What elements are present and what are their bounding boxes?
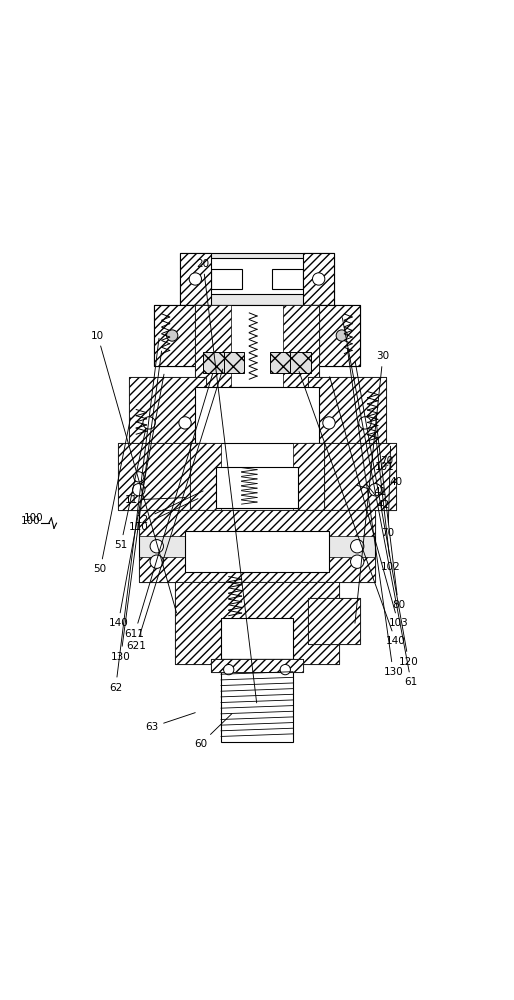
Circle shape xyxy=(150,540,163,553)
Bar xyxy=(308,443,396,510)
Bar xyxy=(180,253,211,305)
Circle shape xyxy=(280,664,290,675)
Text: 12: 12 xyxy=(136,491,203,525)
Bar xyxy=(272,269,303,289)
Bar xyxy=(175,582,339,664)
Bar xyxy=(211,659,303,672)
Bar xyxy=(185,531,329,572)
Bar xyxy=(154,305,206,366)
Text: 80: 80 xyxy=(376,416,405,610)
Text: 62: 62 xyxy=(109,338,159,693)
Text: 50: 50 xyxy=(94,418,131,574)
Bar xyxy=(200,258,314,294)
Circle shape xyxy=(323,417,335,429)
Bar xyxy=(139,510,375,536)
Text: 10: 10 xyxy=(91,331,177,613)
Bar xyxy=(293,443,324,521)
Bar xyxy=(308,598,360,644)
Text: 70: 70 xyxy=(380,456,393,467)
Circle shape xyxy=(143,417,155,429)
Bar xyxy=(211,659,303,672)
Text: 40: 40 xyxy=(389,477,402,487)
Text: 102: 102 xyxy=(376,433,400,572)
Circle shape xyxy=(134,472,144,482)
Text: 110: 110 xyxy=(129,499,198,532)
Bar xyxy=(190,443,324,521)
Circle shape xyxy=(313,273,325,285)
Bar xyxy=(211,269,242,289)
Circle shape xyxy=(359,417,371,429)
Text: 100: 100 xyxy=(24,513,43,523)
Circle shape xyxy=(150,555,163,568)
Bar xyxy=(308,305,360,366)
Text: 41: 41 xyxy=(357,485,387,497)
Bar xyxy=(128,377,206,449)
Circle shape xyxy=(133,484,145,496)
Text: 130: 130 xyxy=(347,349,403,677)
Text: 70: 70 xyxy=(381,446,395,538)
Text: 51: 51 xyxy=(114,428,146,550)
Text: 61: 61 xyxy=(342,318,418,687)
Text: 100: 100 xyxy=(21,516,41,526)
Bar xyxy=(224,352,244,373)
Bar xyxy=(139,557,375,582)
Bar xyxy=(308,377,386,449)
Text: 42: 42 xyxy=(366,484,390,510)
Bar xyxy=(190,443,221,521)
Text: 140: 140 xyxy=(299,372,406,646)
Ellipse shape xyxy=(336,330,347,341)
Bar xyxy=(128,377,206,449)
Bar xyxy=(118,443,206,510)
Ellipse shape xyxy=(167,330,178,341)
Bar xyxy=(216,467,298,508)
Text: 11: 11 xyxy=(124,495,185,505)
Bar xyxy=(308,598,360,644)
Bar xyxy=(221,618,293,659)
Bar xyxy=(203,352,224,373)
Text: 611: 611 xyxy=(125,374,212,639)
Bar xyxy=(303,253,334,305)
Text: 103: 103 xyxy=(329,377,408,628)
Text: 60: 60 xyxy=(194,714,232,749)
Text: 140: 140 xyxy=(108,374,164,628)
Bar xyxy=(139,510,375,582)
Circle shape xyxy=(179,417,191,429)
Text: 120: 120 xyxy=(355,361,418,667)
Circle shape xyxy=(189,273,201,285)
Circle shape xyxy=(369,484,381,496)
Bar xyxy=(118,443,206,510)
Bar xyxy=(308,443,396,510)
Circle shape xyxy=(351,555,364,568)
Bar xyxy=(221,659,293,742)
Bar xyxy=(283,305,319,387)
Bar xyxy=(270,352,290,373)
Bar xyxy=(180,253,334,305)
Text: 130: 130 xyxy=(111,351,161,662)
Circle shape xyxy=(224,664,234,675)
Text: 621: 621 xyxy=(126,369,223,651)
Bar xyxy=(195,305,231,387)
Bar xyxy=(154,305,206,366)
Text: 30: 30 xyxy=(355,351,390,623)
Text: 20: 20 xyxy=(196,259,256,703)
Text: 101: 101 xyxy=(375,462,394,472)
Bar xyxy=(290,352,311,373)
Bar xyxy=(195,305,319,387)
Bar xyxy=(195,387,319,449)
Text: 63: 63 xyxy=(145,713,195,732)
Bar xyxy=(308,305,360,366)
Circle shape xyxy=(351,540,364,553)
Bar xyxy=(308,377,386,449)
Bar xyxy=(175,582,339,664)
